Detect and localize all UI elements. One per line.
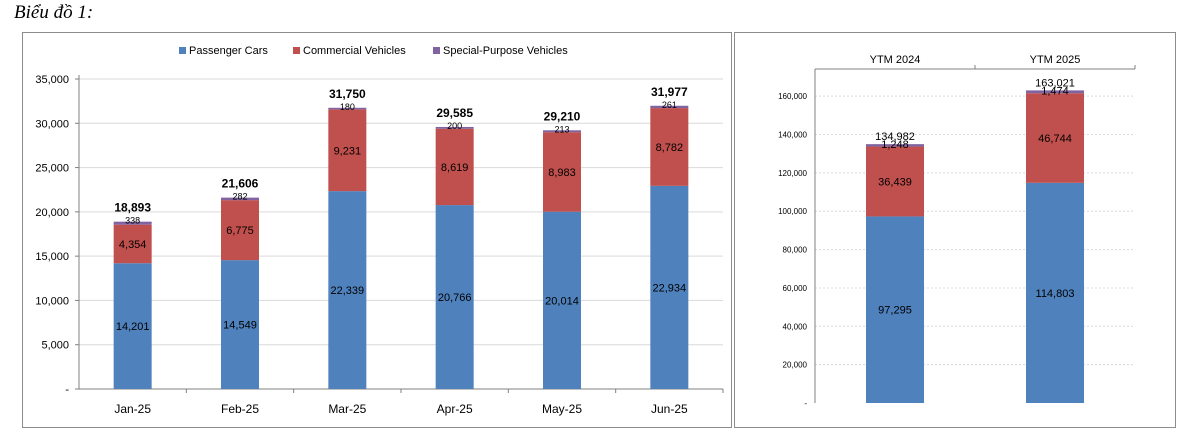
y-tick-label: 30,000 — [35, 118, 69, 130]
legend-swatch-commercial-vehicles — [293, 47, 300, 54]
x-tick-label: YTM 2025 — [1030, 54, 1081, 66]
monthly-sales-svg: Passenger Cars Commercial Vehicles Special… — [35, 45, 724, 416]
data-label-commercial-vehicles: 4,354 — [119, 239, 147, 251]
bar-segment-commercial-vehicles — [866, 146, 924, 217]
data-label-passenger-cars: 22,934 — [653, 282, 687, 294]
y-tick-label: 5,000 — [41, 340, 69, 352]
legend-label-commercial-vehicles: Commercial Vehicles — [303, 45, 406, 57]
bar-segment-passenger-cars — [866, 216, 924, 403]
bar-segment-special-purpose-vehicles — [543, 130, 581, 133]
total-label: 134,982 — [875, 131, 915, 143]
x-tick-label: Mar-25 — [328, 402, 366, 416]
bar-segment-special-purpose-vehicles — [221, 197, 259, 201]
bar-segment-commercial-vehicles — [1026, 93, 1084, 183]
total-label: 31,977 — [651, 85, 688, 99]
y-tick-label: 20,000 — [35, 207, 69, 219]
total-label: 29,210 — [544, 109, 581, 123]
bar-segment-passenger-cars — [221, 260, 259, 389]
data-label-commercial-vehicles: 6,775 — [226, 225, 254, 237]
bar-segment-passenger-cars — [650, 185, 689, 389]
bar-segment-special-purpose-vehicles — [650, 105, 689, 109]
bar-segment-commercial-vehicles — [113, 224, 152, 264]
x-tick-label: May-25 — [542, 402, 582, 416]
data-label-commercial-vehicles: 8,619 — [441, 162, 469, 174]
y-tick-label: 140,000 — [778, 131, 807, 140]
chart-caption: Biểu đồ 1: — [14, 2, 94, 23]
total-label: 29,585 — [436, 106, 473, 120]
y-tick-label: 40,000 — [783, 322, 808, 331]
y-tick-label: 20,000 — [783, 361, 808, 370]
data-label-special-purpose-vehicles: 338 — [125, 216, 140, 226]
data-label-special-purpose-vehicles: 213 — [554, 124, 569, 134]
bar-segment-passenger-cars — [328, 191, 367, 389]
y-tick-label: 100,000 — [778, 207, 807, 216]
data-label-passenger-cars: 14,549 — [223, 320, 257, 332]
ytm-sales-svg: - 20,000 40,000 60,000 80,000 100,000 120,000 1… — [778, 54, 1136, 408]
total-label: 18,893 — [114, 201, 151, 215]
data-label-passenger-cars: 20,014 — [545, 295, 579, 307]
bar-segment-commercial-vehicles — [328, 109, 367, 192]
monthly-sales-chart: Passenger Cars Commercial Vehicles Special… — [22, 32, 732, 428]
x-tick-label: Jan-25 — [114, 402, 151, 416]
data-label-passenger-cars: 20,766 — [438, 292, 472, 304]
bar-segment-commercial-vehicles — [650, 108, 689, 186]
bar-segment-commercial-vehicles — [435, 128, 474, 206]
legend-label-special-purpose-vehicles: Special-Purpose Vehicles — [443, 45, 568, 57]
bar-segment-special-purpose-vehicles — [435, 126, 474, 129]
y-tick-label: - — [804, 399, 807, 408]
bar-segment-passenger-cars — [543, 211, 581, 389]
data-label-commercial-vehicles: 8,983 — [548, 167, 576, 179]
bar-segment-special-purpose-vehicles — [328, 107, 367, 110]
total-label: 31,750 — [329, 87, 366, 101]
data-label-special-purpose-vehicles: 1,474 — [1041, 85, 1069, 97]
y-tick-label: 35,000 — [35, 74, 69, 86]
y-tick-label: 160,000 — [778, 92, 807, 101]
y-tick-label: 120,000 — [778, 169, 807, 178]
data-label-special-purpose-vehicles: 261 — [662, 100, 677, 110]
bar-segment-commercial-vehicles — [221, 200, 259, 261]
bar-segment-passenger-cars — [1026, 182, 1084, 403]
data-label-commercial-vehicles: 46,744 — [1038, 133, 1072, 145]
data-label-commercial-vehicles: 9,231 — [334, 145, 362, 157]
y-tick-label: 60,000 — [783, 284, 808, 293]
legend-swatch-passenger-cars — [179, 47, 186, 54]
y-tick-label: 80,000 — [783, 246, 808, 255]
data-label-commercial-vehicles: 8,782 — [656, 142, 684, 154]
x-tick-label: YTM 2024 — [870, 54, 921, 66]
data-label-special-purpose-vehicles: 282 — [232, 192, 247, 202]
y-tick-label: 15,000 — [35, 251, 69, 263]
bar-segment-passenger-cars — [113, 263, 152, 389]
y-tick-label: 25,000 — [35, 163, 69, 175]
bar-segment-passenger-cars — [435, 205, 474, 389]
data-label-passenger-cars: 97,295 — [878, 305, 912, 317]
x-tick-label: Apr-25 — [437, 402, 473, 416]
x-tick-label: Feb-25 — [221, 402, 259, 416]
total-label: 163,021 — [1035, 77, 1075, 89]
data-label-special-purpose-vehicles: 180 — [340, 102, 355, 112]
ytm-sales-chart: - 20,000 40,000 60,000 80,000 100,000 120,000 1… — [734, 32, 1176, 428]
y-tick-label: 10,000 — [35, 295, 69, 307]
data-label-passenger-cars: 14,201 — [116, 321, 150, 333]
data-label-commercial-vehicles: 36,439 — [878, 176, 912, 188]
bar-segment-special-purpose-vehicles — [1026, 90, 1084, 94]
bar-segment-commercial-vehicles — [543, 132, 581, 212]
data-label-special-purpose-vehicles: 200 — [447, 121, 462, 131]
data-label-passenger-cars: 22,339 — [331, 285, 365, 297]
y-tick-label: - — [65, 384, 69, 396]
legend-label-passenger-cars: Passenger Cars — [189, 45, 268, 57]
x-tick-label: Jun-25 — [651, 402, 688, 416]
total-label: 21,606 — [222, 177, 259, 191]
bar-segment-special-purpose-vehicles — [866, 144, 924, 147]
data-label-special-purpose-vehicles: 1,248 — [881, 139, 909, 151]
bar-segment-special-purpose-vehicles — [113, 221, 152, 225]
legend-swatch-special-purpose-vehicles — [433, 47, 440, 54]
data-label-passenger-cars: 114,803 — [1036, 288, 1075, 300]
